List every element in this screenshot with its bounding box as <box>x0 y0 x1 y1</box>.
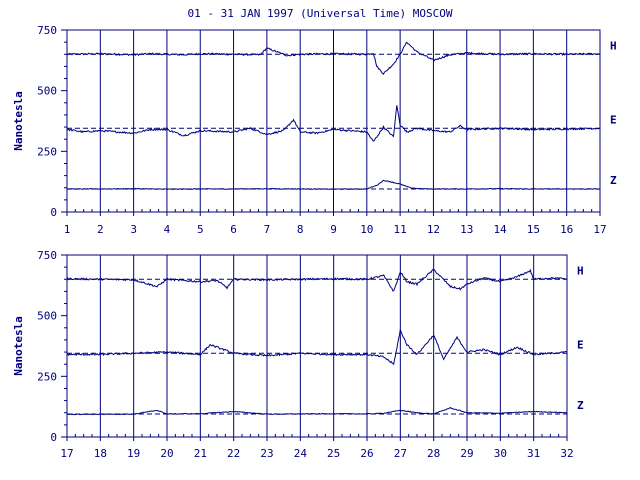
x-tick-label: 17 <box>60 447 73 460</box>
x-tick-label: 24 <box>294 447 308 460</box>
x-tick-label: 1 <box>64 223 71 236</box>
y-tick-label: 750 <box>37 24 57 37</box>
series-label-e: E <box>610 113 617 126</box>
y-axis-label: Nanotesla <box>12 316 25 376</box>
x-tick-label: 14 <box>493 223 507 236</box>
series-label-z: Z <box>610 174 617 187</box>
x-tick-label: 21 <box>194 447 207 460</box>
y-tick-label: 0 <box>50 431 57 444</box>
series-line-z <box>66 407 568 416</box>
series-line-z <box>66 179 601 191</box>
x-tick-label: 32 <box>560 447 573 460</box>
series-line-e <box>66 105 600 142</box>
x-tick-label: 12 <box>427 223 440 236</box>
x-tick-label: 10 <box>360 223 373 236</box>
series-line-h <box>66 268 568 292</box>
x-tick-label: 4 <box>164 223 171 236</box>
y-tick-label: 250 <box>37 145 57 158</box>
series-label-e: E <box>577 338 584 351</box>
x-tick-label: 7 <box>264 223 271 236</box>
x-tick-label: 11 <box>394 223 407 236</box>
y-axis-label: Nanotesla <box>12 91 25 151</box>
x-tick-label: 22 <box>227 447 240 460</box>
x-tick-label: 20 <box>160 447 173 460</box>
series-line-e <box>66 328 568 366</box>
x-tick-label: 6 <box>230 223 237 236</box>
x-tick-label: 25 <box>327 447 340 460</box>
y-tick-label: 250 <box>37 370 57 383</box>
x-tick-label: 23 <box>260 447 273 460</box>
y-tick-label: 750 <box>37 249 57 262</box>
x-tick-label: 5 <box>197 223 204 236</box>
x-tick-label: 26 <box>360 447 373 460</box>
x-tick-label: 17 <box>593 223 606 236</box>
x-tick-label: 30 <box>494 447 507 460</box>
series-label-z: Z <box>577 399 584 412</box>
chart-panel-1: 1 2 3 4 5 6 7 8 9 10 11 12 13 14 15 16 170250500750Nanot… <box>12 24 617 236</box>
x-tick-label: 27 <box>394 447 407 460</box>
y-tick-label: 500 <box>37 310 57 323</box>
series-line-h <box>66 41 601 76</box>
y-tick-label: 0 <box>50 206 57 219</box>
y-tick-label: 500 <box>37 85 57 98</box>
x-tick-label: 29 <box>460 447 473 460</box>
x-tick-label: 15 <box>527 223 540 236</box>
x-tick-label: 19 <box>127 447 140 460</box>
x-tick-label: 18 <box>94 447 107 460</box>
x-tick-label: 3 <box>130 223 137 236</box>
x-tick-label: 8 <box>297 223 304 236</box>
chart-panel-2: 17 18 19 20 21 22 23 24 25 26 27 28 29 30 31 32 0 250 500 7… <box>12 249 584 460</box>
x-tick-label: 16 <box>560 223 573 236</box>
series-label-h: H <box>610 39 617 52</box>
x-tick-label: 9 <box>330 223 337 236</box>
series-label-h: H <box>577 264 584 277</box>
x-tick-label: 13 <box>460 223 473 236</box>
x-tick-label: 28 <box>427 447 440 460</box>
x-tick-label: 31 <box>527 447 540 460</box>
x-tick-label: 2 <box>97 223 104 236</box>
page-title: 01 - 31 JAN 1997 (Universal Time) MOSCOW <box>187 7 453 20</box>
